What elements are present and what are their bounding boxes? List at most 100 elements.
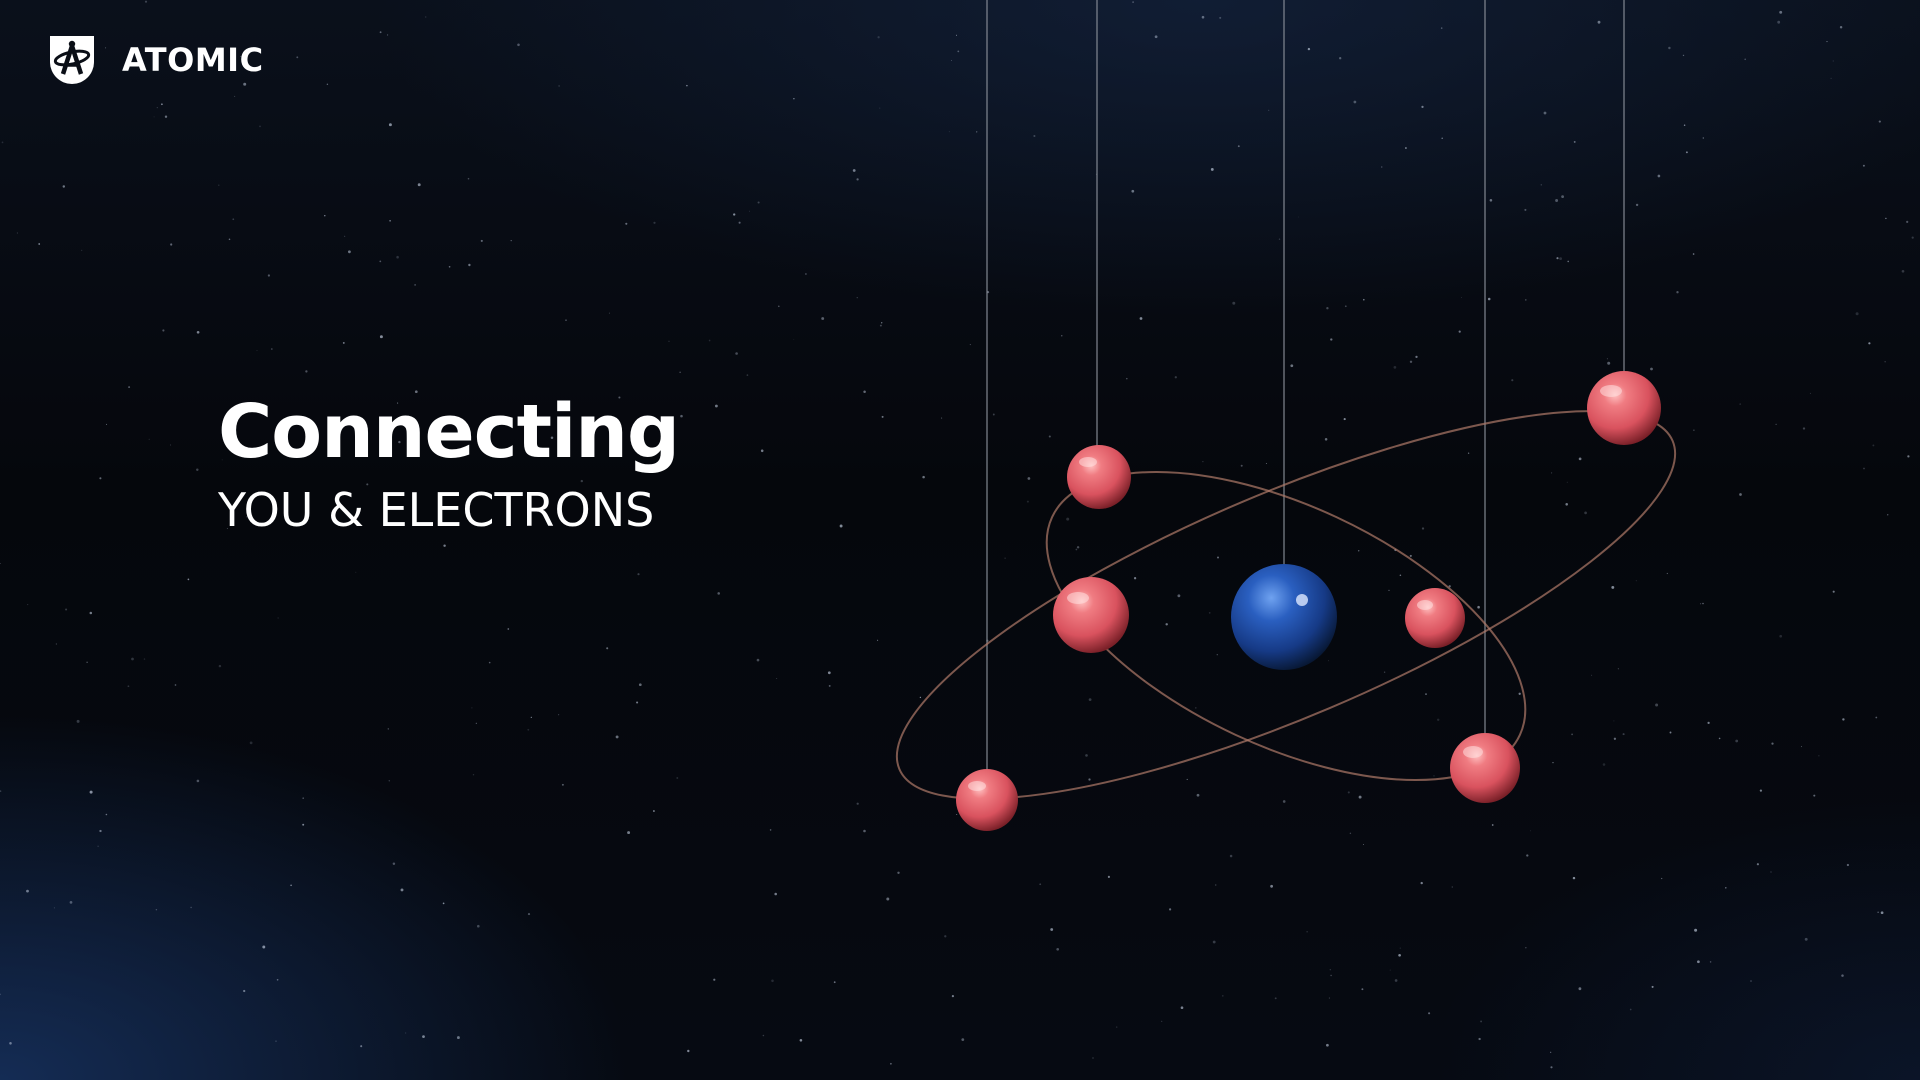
star: [226, 528, 228, 529]
star: [1877, 911, 1879, 913]
star: [1868, 342, 1871, 345]
star: [174, 684, 177, 686]
star: [778, 305, 780, 308]
star: [565, 319, 567, 321]
star: [443, 544, 446, 547]
star: [1694, 928, 1698, 932]
star: [1394, 979, 1398, 982]
star: [1559, 257, 1562, 260]
star: [527, 728, 530, 731]
star: [1132, 1, 1134, 3]
star: [886, 897, 890, 901]
star: [941, 417, 943, 419]
star: [97, 845, 99, 847]
star: [1343, 418, 1346, 421]
star: [1425, 693, 1427, 695]
star: [1398, 953, 1401, 957]
star: [240, 56, 242, 57]
star: [105, 813, 108, 816]
star: [637, 573, 640, 576]
star: [1906, 220, 1909, 224]
star: [1126, 377, 1128, 380]
star: [1282, 800, 1286, 803]
star: [105, 47, 107, 49]
star: [1383, 671, 1386, 673]
star: [379, 335, 383, 339]
star: [561, 783, 564, 786]
star: [608, 312, 610, 314]
star: [757, 201, 760, 204]
star: [127, 685, 130, 688]
star: [1217, 556, 1219, 559]
star: [190, 906, 192, 909]
star: [218, 664, 222, 668]
star: [1543, 111, 1547, 115]
star: [1381, 166, 1383, 168]
star: [1669, 731, 1672, 734]
star: [776, 678, 778, 679]
star: [679, 371, 681, 373]
star: [392, 862, 396, 866]
star: [1290, 364, 1294, 368]
star: [1133, 577, 1137, 580]
star: [398, 440, 401, 444]
star: [1611, 585, 1615, 589]
star: [99, 829, 102, 833]
brand-logo[interactable]: ATOMIC: [42, 30, 264, 90]
star: [1887, 514, 1889, 516]
star: [387, 34, 389, 36]
star: [1330, 974, 1332, 977]
nucleus-highlight: [1296, 594, 1308, 606]
star: [517, 43, 520, 47]
star: [1027, 477, 1031, 480]
star: [1771, 742, 1774, 745]
star: [1511, 379, 1514, 382]
star: [1702, 602, 1704, 605]
star: [1399, 574, 1402, 577]
star: [1832, 60, 1834, 62]
star: [1682, 54, 1685, 57]
star: [389, 219, 391, 222]
star: [81, 249, 83, 252]
star: [1884, 361, 1886, 363]
star: [342, 341, 345, 344]
star: [170, 444, 172, 446]
star: [558, 85, 560, 87]
star: [976, 131, 978, 133]
star: [1208, 612, 1211, 614]
star: [527, 913, 531, 916]
star: [1480, 1020, 1483, 1023]
star: [1622, 733, 1625, 736]
orbit-ring-1: [895, 410, 1677, 800]
star: [106, 423, 108, 425]
star: [793, 339, 795, 340]
star: [1357, 550, 1360, 552]
star: [879, 324, 882, 327]
star: [344, 235, 346, 237]
star: [827, 671, 831, 675]
star: [143, 658, 146, 660]
star: [1210, 167, 1214, 171]
star: [760, 449, 764, 453]
star: [218, 184, 220, 186]
star: [717, 592, 720, 595]
star: [1437, 718, 1440, 721]
star: [1584, 511, 1587, 515]
star: [296, 56, 299, 59]
star: [1832, 590, 1835, 593]
star: [1330, 338, 1333, 341]
star: [1004, 557, 1006, 559]
star: [27, 604, 29, 606]
star: [510, 239, 512, 242]
star: [1650, 367, 1653, 371]
atom-shield-icon: [50, 36, 94, 84]
star: [1770, 871, 1772, 873]
star: [76, 719, 80, 723]
star: [302, 823, 305, 826]
star: [957, 50, 960, 53]
star: [471, 707, 473, 709]
star: [232, 218, 235, 221]
star: [828, 684, 831, 687]
